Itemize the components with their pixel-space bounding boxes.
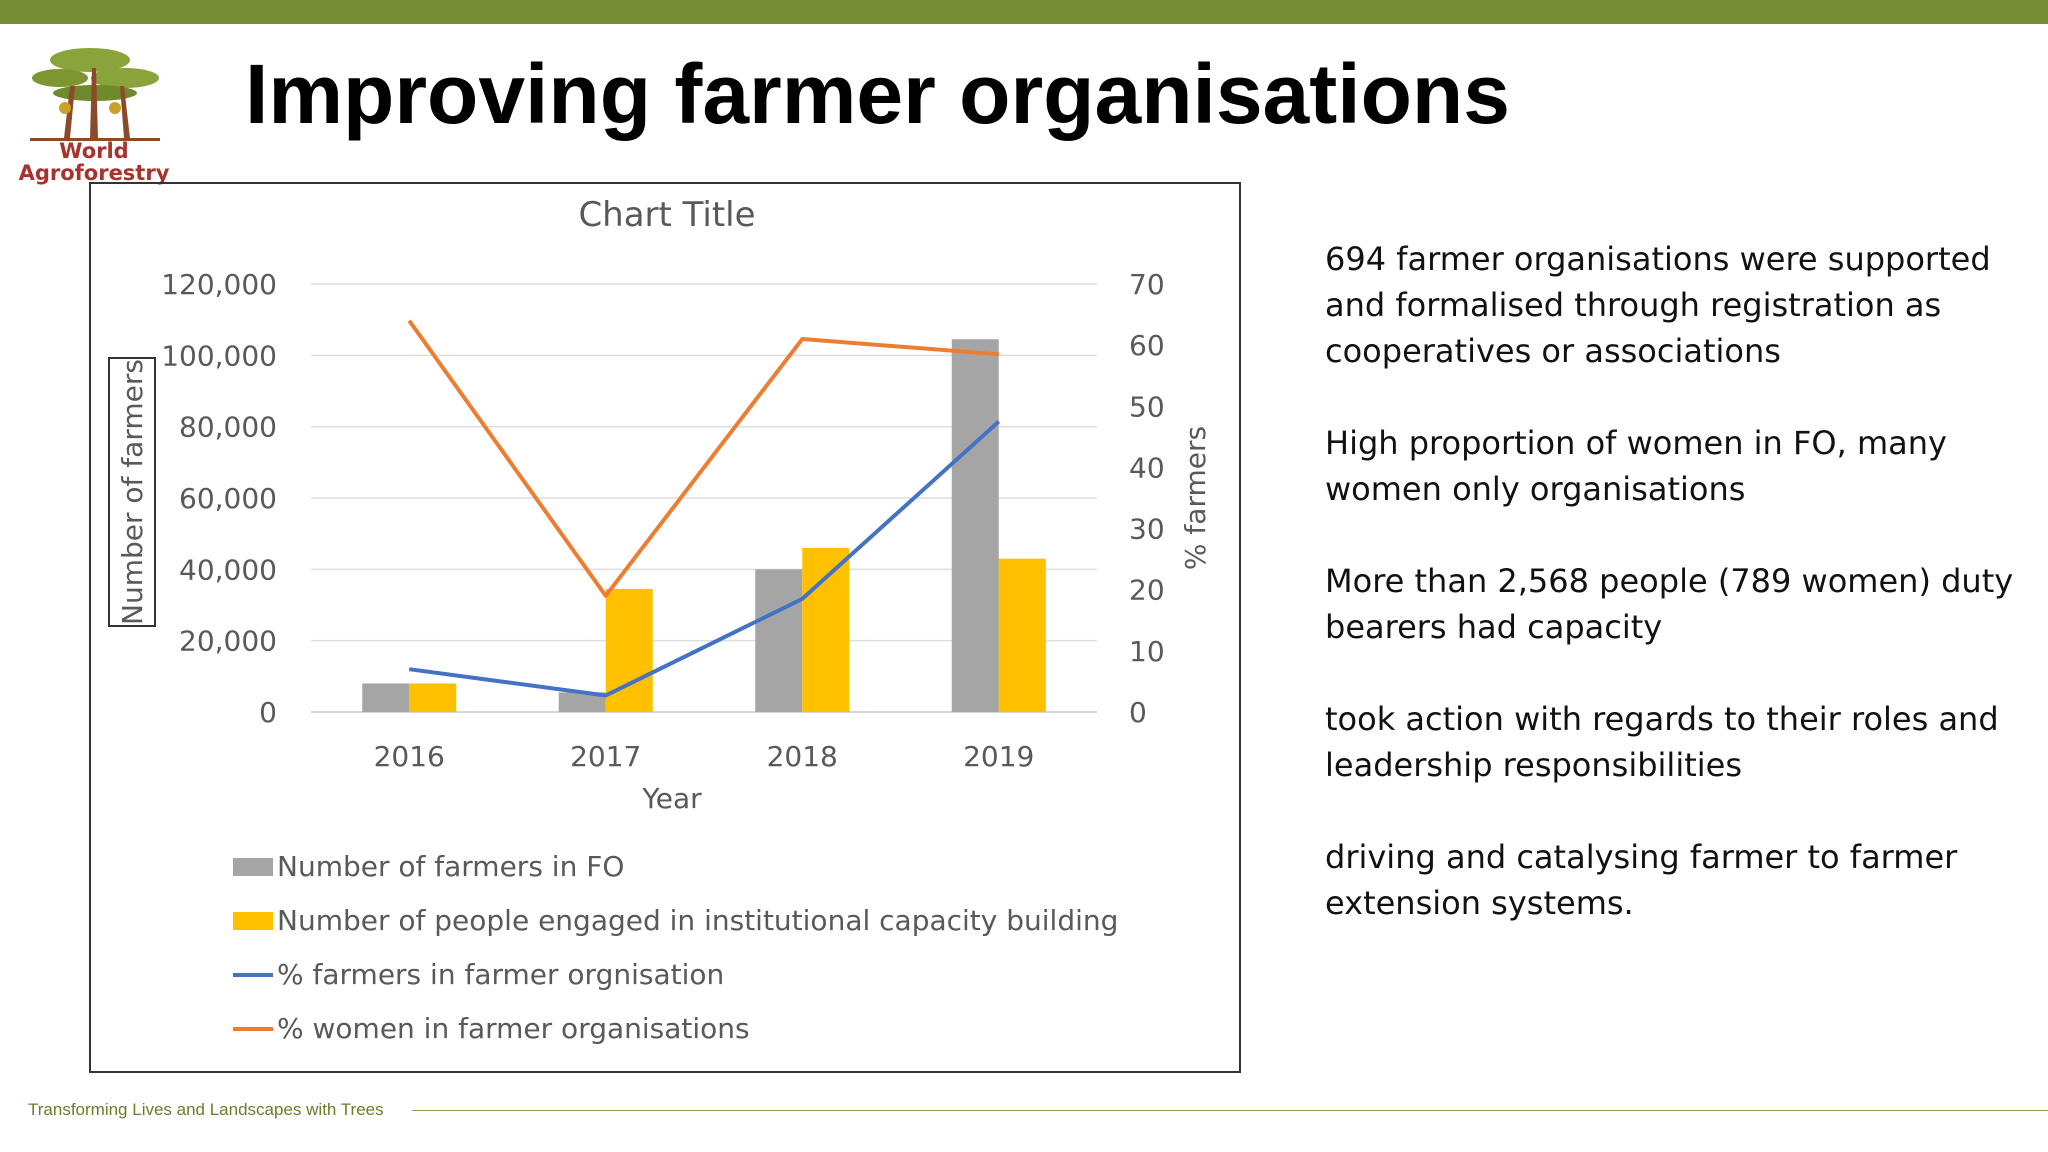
y2-tick-label: 20 xyxy=(1129,574,1165,607)
bullet-list: 694 farmer organisations were supported … xyxy=(1325,236,2015,972)
bar xyxy=(558,692,606,712)
y2-tick-label: 60 xyxy=(1129,329,1165,362)
y2-tick-label: 40 xyxy=(1129,451,1165,484)
footer-divider xyxy=(412,1110,2048,1111)
y2-tick-label: 10 xyxy=(1129,635,1165,668)
y-axis-title: Number of farmers xyxy=(116,359,149,625)
legend-swatch xyxy=(233,858,273,876)
y-tick-label: 40,000 xyxy=(179,553,277,586)
chart-title: Chart Title xyxy=(578,195,755,235)
y2-tick-label: 50 xyxy=(1129,390,1165,423)
bar xyxy=(409,683,457,712)
x-tick-label: 2016 xyxy=(374,740,445,773)
x-tick-label: 2017 xyxy=(570,740,641,773)
combo-chart: Chart Title 0 20,000 40,000 60,000 80,000 100,… xyxy=(108,195,1212,1045)
lines xyxy=(407,319,1001,698)
logo-text-world: World xyxy=(59,139,129,163)
bar xyxy=(951,339,999,712)
legend-label: Number of farmers in FO xyxy=(277,850,624,883)
legend-label: % women in farmer organisations xyxy=(277,1012,750,1045)
bullet-5: driving and catalysing farmer to farmer … xyxy=(1325,838,1958,922)
bar xyxy=(362,683,410,712)
y2-tick-label: 30 xyxy=(1129,513,1165,546)
x-tick-label: 2018 xyxy=(767,740,838,773)
legend-label: Number of people engaged in institutiona… xyxy=(277,904,1118,937)
y-tick-label: 120,000 xyxy=(161,268,277,301)
y-tick-label: 100,000 xyxy=(161,339,277,372)
series-line xyxy=(408,420,1001,698)
bullet-4: took action with regards to their roles … xyxy=(1325,700,1999,784)
chart-frame: Chart Title 0 20,000 40,000 60,000 80,000 100,… xyxy=(89,182,1241,1073)
chart-legend: Number of farmers in FO Number of people … xyxy=(233,850,1118,1045)
series-line xyxy=(407,319,999,598)
legend-label: % farmers in farmer orgnisation xyxy=(277,958,724,991)
bar xyxy=(802,547,850,712)
y-tick-label: 0 xyxy=(259,696,277,729)
bar xyxy=(998,558,1046,712)
bullet-2: High proportion of women in FO, many wom… xyxy=(1325,424,1947,508)
y2-tick-label: 70 xyxy=(1129,268,1165,301)
logo-text-agroforestry: Agroforestry xyxy=(18,161,170,185)
chart-labels: Chart Title 0 20,000 40,000 60,000 80,000 100,… xyxy=(108,195,1212,815)
world-agroforestry-logo-icon xyxy=(30,48,160,141)
footer-tagline: Transforming Lives and Landscapes with T… xyxy=(28,1100,384,1119)
y2-tick-label: 0 xyxy=(1129,696,1147,729)
legend-swatch xyxy=(233,912,273,930)
y-tick-label: 20,000 xyxy=(179,625,277,658)
bullet-3: More than 2,568 people (789 women) duty … xyxy=(1325,562,2014,646)
y2-axis-title: % farmers xyxy=(1179,426,1212,570)
bullet-1: 694 farmer organisations were supported … xyxy=(1325,240,1991,370)
top-accent-bar xyxy=(0,0,2048,24)
x-axis-title: Year xyxy=(641,782,702,815)
y-axis-title-box xyxy=(108,357,156,627)
x-tick-label: 2019 xyxy=(963,740,1034,773)
slide-title: Improving farmer organisations xyxy=(245,47,1510,141)
bar xyxy=(755,569,803,712)
y-tick-label: 60,000 xyxy=(179,482,277,515)
y-tick-label: 80,000 xyxy=(179,411,277,444)
